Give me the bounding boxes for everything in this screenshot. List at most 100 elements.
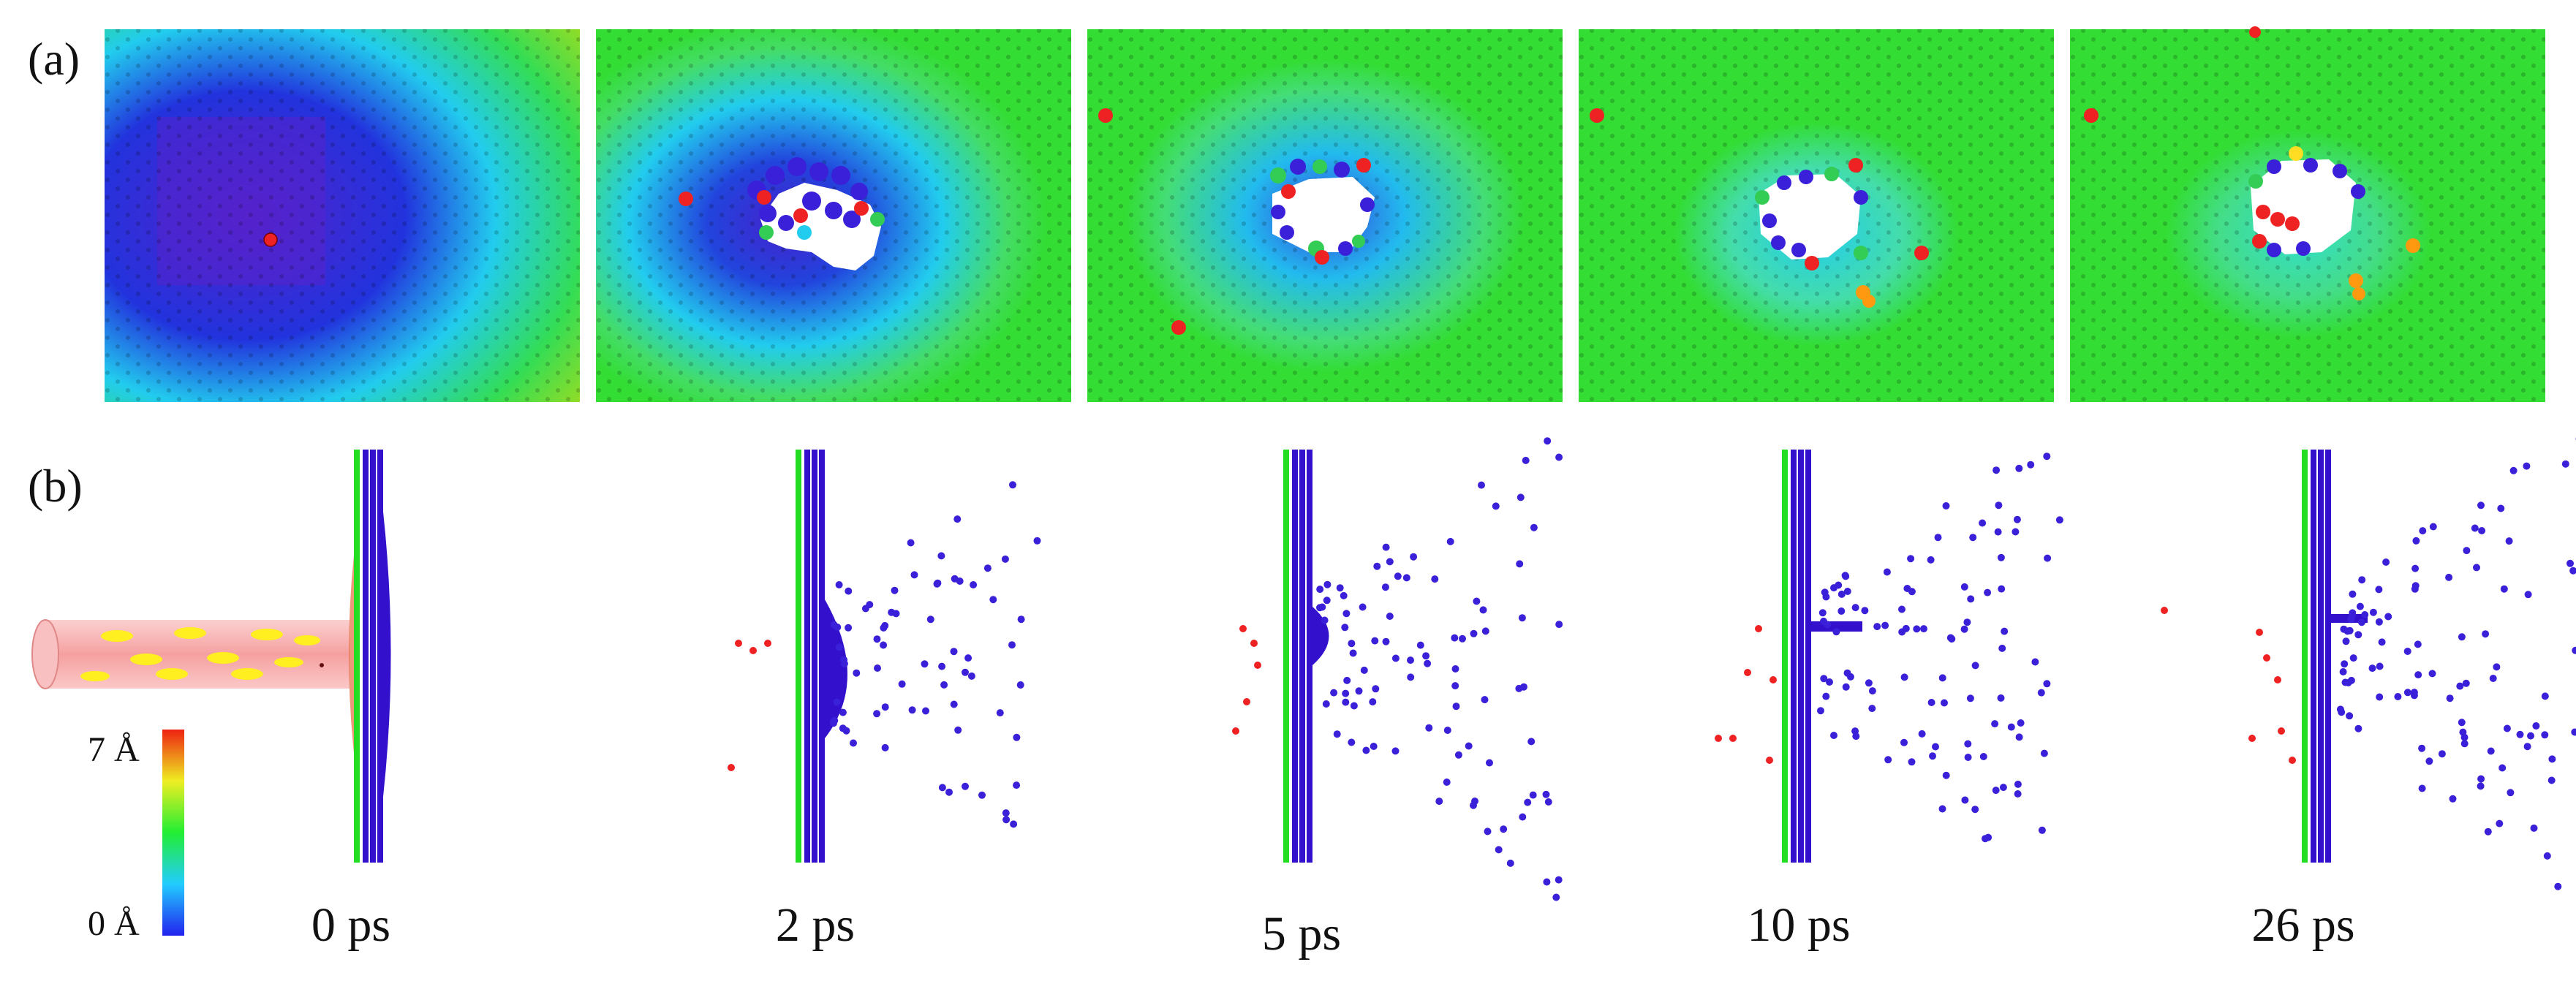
particle — [1443, 779, 1451, 786]
particle — [940, 681, 948, 689]
particle — [1902, 624, 1910, 632]
particle — [845, 587, 853, 595]
particle — [2378, 638, 2386, 646]
particle — [2459, 728, 2467, 736]
particle — [1446, 537, 1454, 545]
particle — [937, 552, 945, 560]
particle — [881, 703, 889, 711]
particle — [1362, 746, 1370, 754]
particle — [2505, 537, 2513, 545]
particle — [1817, 707, 1824, 715]
particle — [2548, 755, 2556, 763]
particle — [1008, 641, 1016, 649]
particle — [1360, 666, 1368, 674]
particle — [2569, 567, 2576, 575]
particle — [1518, 614, 1526, 622]
particle — [1473, 597, 1481, 605]
particle — [1422, 652, 1430, 660]
particle — [1555, 876, 1563, 884]
particle — [1478, 481, 1485, 489]
particle — [2348, 612, 2356, 620]
particle — [926, 616, 934, 624]
particle — [1818, 609, 1827, 617]
particle — [2403, 648, 2411, 655]
particle — [1407, 656, 1414, 664]
particle — [996, 709, 1004, 717]
particle — [1010, 820, 1018, 828]
sputtered-atoms — [679, 157, 885, 240]
particle — [2376, 693, 2384, 701]
particle — [2394, 693, 2402, 700]
particle — [1555, 453, 1563, 461]
particle — [1340, 591, 1348, 599]
particle — [1451, 665, 1459, 673]
particle — [898, 680, 906, 688]
particle — [978, 791, 986, 799]
particle — [1443, 727, 1451, 734]
side-view-5ps — [1283, 450, 1329, 863]
side-view-2ps — [796, 450, 847, 863]
particle — [1979, 519, 1987, 527]
particle — [839, 724, 847, 732]
particle — [1907, 555, 1915, 563]
time-label-10ps: 10 ps — [1747, 898, 1851, 952]
particle — [1372, 685, 1380, 693]
particle — [921, 660, 929, 668]
panel-a-label: (a) — [28, 33, 80, 85]
particle — [2463, 547, 2471, 555]
particle — [1883, 568, 1891, 576]
particle — [2498, 764, 2507, 772]
particle — [2356, 602, 2364, 610]
particle — [1322, 700, 1330, 708]
particle — [2572, 646, 2576, 654]
particle — [2532, 722, 2540, 730]
particle — [1016, 681, 1024, 689]
particle — [1913, 625, 1921, 633]
particle — [1342, 698, 1350, 706]
time-label-0ps: 0 ps — [311, 898, 391, 952]
particle — [1543, 878, 1551, 886]
particle — [1381, 583, 1389, 591]
particle — [1715, 735, 1722, 742]
particle — [1868, 687, 1876, 695]
particle — [1967, 595, 1975, 603]
particle — [2446, 694, 2454, 702]
particle — [1766, 757, 1773, 764]
particle — [2015, 464, 2023, 472]
particle — [1544, 437, 1552, 445]
colorbar-min-label: 0 Å — [88, 904, 140, 943]
particle — [2349, 590, 2357, 598]
particle — [2256, 629, 2263, 636]
particle — [2007, 723, 2015, 731]
particle — [833, 698, 841, 706]
particle — [2017, 719, 2025, 727]
particle — [1416, 641, 1424, 649]
particle — [1835, 581, 1843, 589]
particle — [1516, 560, 1524, 568]
particle — [1359, 603, 1367, 611]
particle — [1495, 846, 1503, 854]
particle — [1524, 798, 1532, 806]
particle — [1868, 705, 1876, 713]
particle — [2376, 662, 2384, 670]
particle — [1927, 556, 1935, 564]
particle — [2503, 724, 2511, 732]
particle — [1820, 675, 1828, 683]
particle — [1843, 669, 1851, 677]
particle — [2161, 607, 2168, 614]
time-label-2ps: 2 ps — [775, 898, 855, 952]
particle — [845, 624, 853, 632]
particle — [2458, 633, 2466, 641]
particle — [1232, 727, 1239, 735]
sputtered-particles — [728, 437, 2576, 901]
particle — [891, 586, 899, 594]
particle — [2497, 504, 2505, 512]
particle — [954, 726, 962, 734]
particle — [1386, 613, 1394, 620]
particle — [1002, 809, 1010, 817]
particle — [1964, 740, 1972, 748]
sputtered-atoms — [1098, 108, 1375, 335]
particle — [2274, 676, 2281, 683]
particle — [2541, 731, 2549, 739]
